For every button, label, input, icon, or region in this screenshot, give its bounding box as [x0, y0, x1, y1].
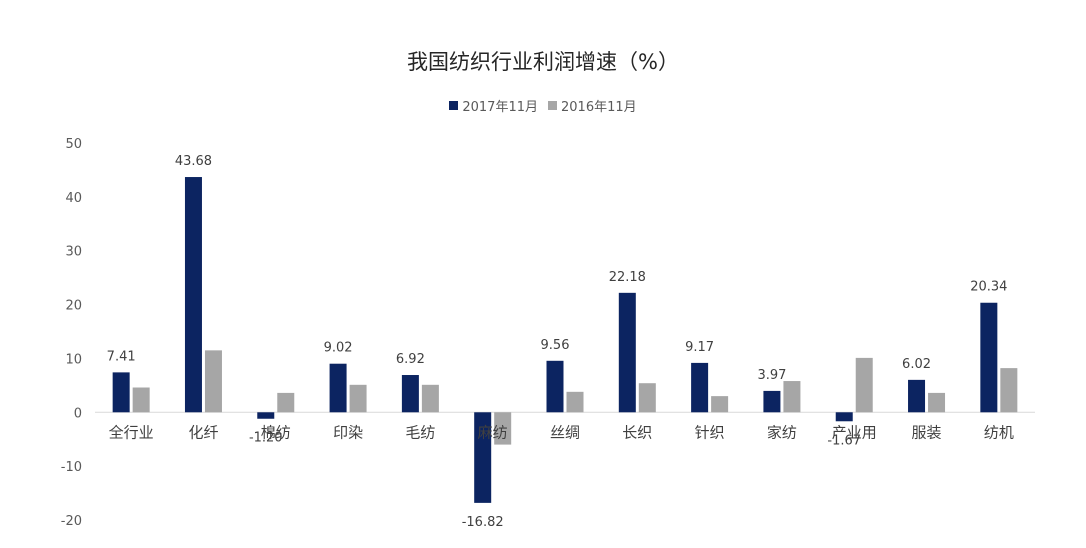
bar-2017 — [474, 412, 492, 503]
bar-2017 — [112, 372, 130, 413]
bar-2016 — [349, 384, 367, 413]
bar-2017 — [980, 302, 998, 413]
bar-2017 — [908, 379, 926, 413]
y-tick-label: 50 — [65, 137, 82, 152]
bar-2017 — [329, 363, 347, 413]
bar-2016 — [855, 357, 873, 413]
bar-2017 — [546, 360, 564, 413]
y-tick-label: 10 — [65, 352, 82, 367]
x-tick-label: 麻纺 — [478, 423, 508, 441]
data-label: 6.92 — [396, 352, 425, 367]
x-tick-label: 家纺 — [767, 423, 797, 441]
bar-2016 — [494, 412, 512, 445]
bar-2017 — [184, 177, 202, 413]
data-label: 3.97 — [757, 368, 786, 383]
legend-item-2017: 2017年11月 — [449, 96, 538, 115]
x-tick-label: 印染 — [333, 423, 363, 441]
legend-swatch-2017 — [449, 101, 459, 110]
bar-2016 — [1000, 368, 1018, 413]
x-tick-label: 化纤 — [188, 423, 218, 441]
x-tick-label: 长织 — [622, 423, 652, 441]
y-tick-label: -20 — [61, 514, 82, 529]
data-label: 6.02 — [902, 357, 931, 372]
data-label: -1.20 — [249, 431, 283, 446]
data-label: 20.34 — [970, 280, 1007, 295]
x-tick-label: 针织 — [695, 423, 725, 441]
bar-2016 — [711, 396, 729, 413]
y-tick-label: 30 — [65, 245, 82, 260]
legend-label-2016: 2016年11月 — [561, 100, 637, 115]
x-tick-label: 服装 — [912, 423, 942, 441]
bar-2016 — [566, 391, 584, 413]
x-tick-label: 毛纺 — [405, 423, 435, 441]
data-label: 9.02 — [324, 341, 353, 356]
bar-2017 — [691, 362, 709, 413]
y-tick-label: 0 — [74, 406, 82, 421]
bar-2017 — [763, 390, 781, 413]
bar-2016 — [421, 384, 439, 413]
bar-2017 — [618, 292, 636, 413]
legend: 2017年11月 2016年11月 — [0, 96, 1086, 115]
y-tick-label: 20 — [65, 299, 82, 314]
bar-2017 — [835, 412, 853, 422]
data-label: 43.68 — [175, 154, 212, 169]
data-label: 9.56 — [541, 338, 570, 353]
y-tick-label: -10 — [61, 460, 82, 475]
data-label: 22.18 — [609, 270, 646, 285]
bar-2016 — [277, 392, 295, 413]
data-label: 7.41 — [107, 349, 136, 364]
x-tick-label: 全行业 — [109, 423, 154, 441]
bar-2016 — [132, 387, 150, 413]
x-tick-label: 产业用 — [832, 423, 877, 441]
x-tick-label: 丝绸 — [550, 423, 580, 441]
bar-2017 — [257, 412, 275, 419]
bar-2017 — [401, 375, 419, 413]
legend-label-2017: 2017年11月 — [462, 100, 538, 115]
data-label: -16.82 — [462, 515, 504, 530]
x-tick-label: 棉纺 — [261, 423, 291, 441]
chart-title: 我国纺织行业利润增速（%） — [407, 50, 679, 74]
bar-2016 — [783, 381, 801, 413]
bar-2016 — [638, 383, 656, 413]
legend-swatch-2016 — [548, 101, 557, 110]
data-label: 9.17 — [685, 340, 714, 355]
bar-2016 — [204, 350, 222, 413]
data-label: -1.67 — [827, 433, 861, 448]
legend-item-2016: 2016年11月 — [548, 96, 637, 115]
bar-2016 — [928, 392, 946, 413]
y-tick-label: 40 — [65, 191, 82, 206]
x-tick-label: 纺机 — [984, 423, 1014, 441]
